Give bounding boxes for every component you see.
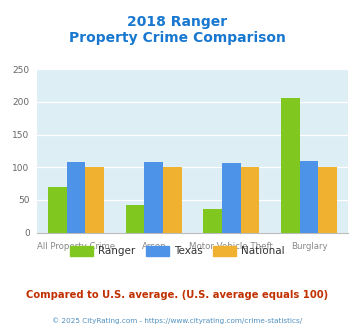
Text: Property Crime Comparison: Property Crime Comparison [69,31,286,45]
Bar [163,167,182,233]
Bar [126,205,144,233]
Bar [67,162,86,233]
Text: Compared to U.S. average. (U.S. average equals 100): Compared to U.S. average. (U.S. average … [26,290,329,300]
Bar [318,167,337,233]
Bar [222,163,241,233]
Text: © 2025 CityRating.com - https://www.cityrating.com/crime-statistics/: © 2025 CityRating.com - https://www.city… [53,317,302,324]
Bar [48,187,67,233]
Bar [203,209,222,233]
Text: 2018 Ranger: 2018 Ranger [127,15,228,29]
Bar [241,167,260,233]
Bar [281,98,300,233]
Bar [144,162,163,233]
Bar [300,161,318,233]
Bar [86,167,104,233]
Legend: Ranger, Texas, National: Ranger, Texas, National [66,242,289,260]
